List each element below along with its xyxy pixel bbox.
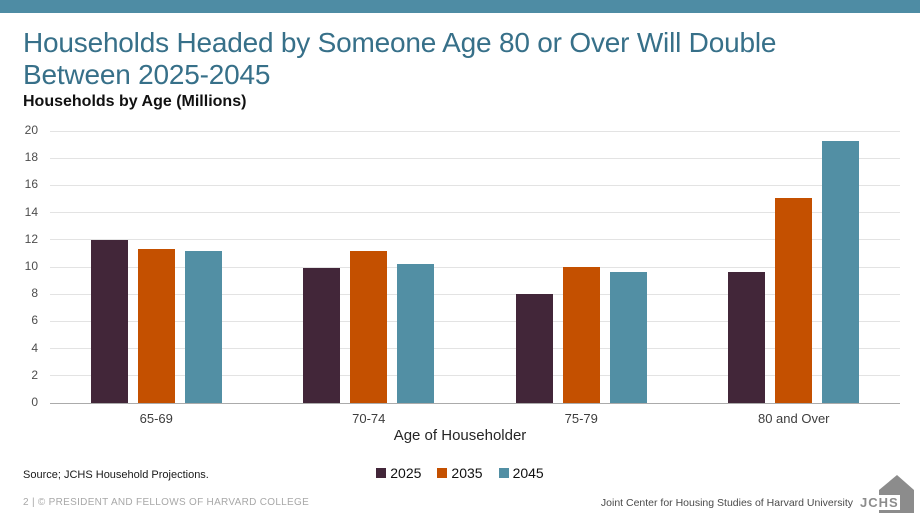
footer-copyright: 2 | © PRESIDENT AND FELLOWS OF HARVARD C… <box>23 497 310 508</box>
legend-label-2045: 2045 <box>512 465 544 481</box>
y-tick-label: 16 <box>24 177 38 192</box>
gridline <box>50 130 900 132</box>
legend-item-2035: 2035 <box>437 465 483 481</box>
y-tick-label: 8 <box>31 286 38 301</box>
x-category-label: 80 and Over <box>757 411 830 426</box>
title-line-2: Between 2025-2045 <box>23 59 271 90</box>
y-tick-label: 6 <box>31 313 38 328</box>
legend-label-2035: 2035 <box>451 465 483 481</box>
source-note: Source; JCHS Household Projections. <box>23 469 209 481</box>
bar-2035-70-74 <box>350 250 388 403</box>
top-accent-bar <box>0 0 920 13</box>
gridline <box>50 184 900 186</box>
y-tick-label: 0 <box>31 395 38 409</box>
gridline <box>50 157 900 159</box>
x-axis-line <box>50 402 900 404</box>
y-tick-label: 12 <box>24 231 38 246</box>
x-category-label: 75-79 <box>564 411 598 426</box>
bar-2045-65-69 <box>184 250 222 403</box>
gridline <box>50 212 900 214</box>
jchs-logo-text: JCHS <box>860 495 900 510</box>
y-tick-label: 2 <box>31 367 38 382</box>
page-title: Households Headed by Someone Age 80 or O… <box>23 27 903 91</box>
gridline <box>50 293 900 295</box>
legend-item-2045: 2045 <box>498 465 544 481</box>
legend-marker-2035 <box>437 468 448 478</box>
y-tick-label: 10 <box>24 259 38 273</box>
y-tick-label: 4 <box>31 340 38 355</box>
x-category-label: 70-74 <box>352 411 386 426</box>
x-category-label: 65-69 <box>139 411 173 426</box>
gridline <box>50 266 900 268</box>
footer-org: Joint Center for Housing Studies of Harv… <box>601 473 914 513</box>
gridline <box>50 375 900 377</box>
bar-2035-80-and-over <box>775 197 813 403</box>
legend: 2025 2035 2045 <box>0 465 920 481</box>
bar-2025-80-and-over <box>728 272 766 403</box>
title-line-1: Households Headed by Someone Age 80 or O… <box>23 27 777 58</box>
bar-2045-80-and-over <box>822 140 860 403</box>
bar-2035-75-79 <box>562 267 600 403</box>
bar-2025-70-74 <box>303 268 341 403</box>
x-axis-title: Age of Householder <box>393 427 527 444</box>
y-tick-label: 14 <box>24 204 38 219</box>
gridline <box>50 239 900 241</box>
legend-marker-2025 <box>376 468 387 478</box>
legend-label-2025: 2025 <box>390 465 422 481</box>
footer-org-label: Joint Center for Housing Studies of Harv… <box>600 497 853 509</box>
bar-2045-75-79 <box>609 272 647 403</box>
legend-item-2025: 2025 <box>376 465 421 481</box>
bar-2035-65-69 <box>137 249 175 403</box>
y-tick-label: 20 <box>24 123 38 137</box>
jchs-logo: JCHS <box>860 473 914 513</box>
chart-subtitle: Households by Age (Millions) <box>23 93 247 110</box>
y-tick-label: 18 <box>24 150 38 165</box>
bar-2025-75-79 <box>515 294 553 403</box>
bar-2045-70-74 <box>397 264 435 403</box>
gridline <box>50 320 900 322</box>
gridline <box>50 348 900 350</box>
bar-2025-65-69 <box>90 239 128 403</box>
legend-marker-2045 <box>498 468 509 478</box>
